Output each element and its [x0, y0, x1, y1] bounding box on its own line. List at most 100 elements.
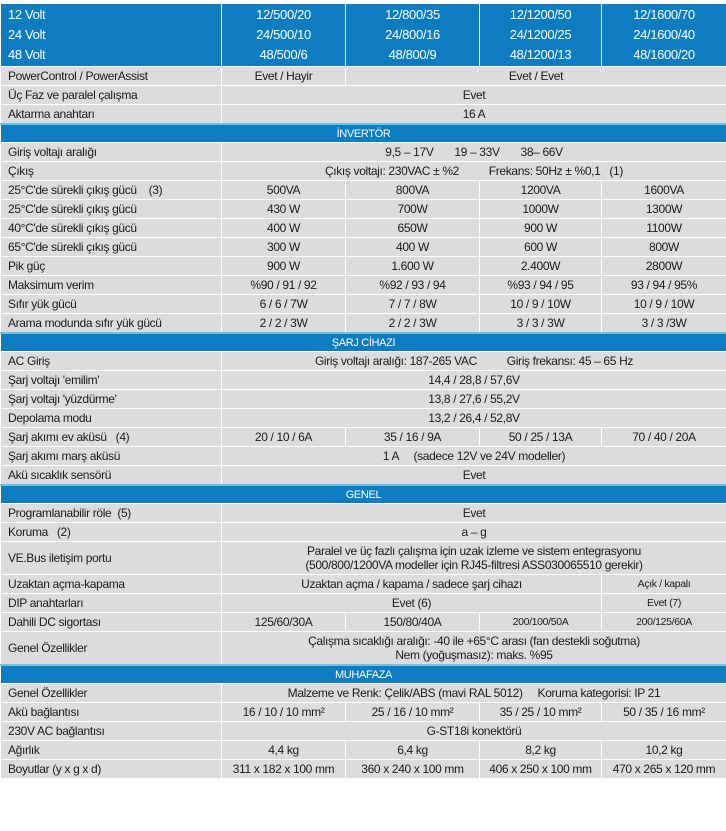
row-value: 311 x 182 x 100 mm	[222, 760, 346, 779]
row-value: 500VA	[222, 181, 346, 200]
table-row: Şarj voltajı 'emilim'14,4 / 28,8 / 57,6V	[1, 371, 726, 390]
model-column-3: 12/1200/50 24/1200/25 48/1200/13	[480, 4, 602, 67]
section-title: ŞARJ CİHAZI	[1, 333, 726, 352]
row-value: 2.400W	[480, 257, 602, 276]
row-value: 50 / 25 / 13A	[480, 428, 602, 447]
row-value: 1 A (sadece 12V ve 24V modeller)	[222, 447, 726, 466]
row-value: 13,8 / 27,6 / 55,2V	[222, 390, 726, 409]
row-value: 6 / 6 / 7W	[222, 295, 346, 314]
row-value: Giriş voltajı aralığı: 187-265 VAC Giriş…	[222, 352, 726, 371]
row-value: 900 W	[480, 219, 602, 238]
row-value: 7 / 7 / 8W	[346, 295, 480, 314]
row-value: 8,2 kg	[480, 741, 602, 760]
row-value: 2800W	[602, 257, 726, 276]
row-value: 3 / 3 /3W	[602, 314, 726, 334]
row-value: 16 A	[222, 105, 726, 125]
row-value: Evet / Evet	[346, 67, 726, 86]
row-value: 430 W	[222, 200, 346, 219]
row-value: 1100W	[602, 219, 726, 238]
row-value: 900 W	[222, 257, 346, 276]
voltage-labels: 12 Volt 24 Volt 48 Volt	[1, 4, 222, 67]
row-label: Sıfır yük gücü	[1, 295, 222, 314]
row-value: a – g	[222, 523, 726, 542]
row-value: G-ST18i konektörü	[222, 722, 726, 741]
row-label: Şarj voltajı 'yüzdürme'	[1, 390, 222, 409]
row-value: 700W	[346, 200, 480, 219]
row-value: 25 / 16 / 10 mm²	[346, 703, 480, 722]
row-value: Evet / Hayir	[222, 67, 346, 86]
table-row: Programlanabilir röle (5)Evet	[1, 504, 726, 523]
row-label: Programlanabilir röle (5)	[1, 504, 222, 523]
row-label: Şarj akımı marş aküsü	[1, 447, 222, 466]
row-value: 35 / 16 / 9A	[346, 428, 480, 447]
row-value: 14,4 / 28,8 / 57,6V	[222, 371, 726, 390]
row-value: Çıkış voltajı: 230VAC ± %2 Frekans: 50Hz…	[222, 162, 726, 181]
row-label: Ağırlık	[1, 741, 222, 760]
model-column-2: 12/800/35 24/800/16 48/800/9	[346, 4, 480, 67]
row-value: 1300W	[602, 200, 726, 219]
row-value: 13,2 / 26,4 / 52,8V	[222, 409, 726, 428]
row-value: 1200VA	[480, 181, 602, 200]
row-label: Arama modunda sıfır yük gücü	[1, 314, 222, 334]
row-value: 650W	[346, 219, 480, 238]
row-value: 300 W	[222, 238, 346, 257]
model-header-row: 12 Volt 24 Volt 48 Volt 12/500/20 24/500…	[1, 4, 726, 67]
row-value: 1600VA	[602, 181, 726, 200]
row-label: PowerControl / PowerAssist	[1, 67, 222, 86]
row-value: 10 / 9 / 10W	[480, 295, 602, 314]
row-label: 65°C'de sürekli çıkış gücü	[1, 238, 222, 257]
row-value: 16 / 10 / 10 mm²	[222, 703, 346, 722]
spec-table: 12 Volt 24 Volt 48 Volt 12/500/20 24/500…	[0, 3, 726, 779]
row-label: Pik güç	[1, 257, 222, 276]
row-value: 800W	[602, 238, 726, 257]
row-label: Üç Faz ve paralel çalışma	[1, 86, 222, 105]
row-value: 2 / 2 / 3W	[222, 314, 346, 334]
row-label: AC Giriş	[1, 352, 222, 371]
row-value: 1.600 W	[346, 257, 480, 276]
row-value: 2 / 2 / 3W	[346, 314, 480, 334]
section-header: MUHAFAZA	[1, 665, 726, 684]
row-value: 360 x 240 x 100 mm	[346, 760, 480, 779]
row-value: 400 W	[222, 219, 346, 238]
row-value: 6,4 kg	[346, 741, 480, 760]
table-row: Maksimum verim%90 / 91 / 92%92 / 93 / 94…	[1, 276, 726, 295]
row-value: Malzeme ve Renk: Çelik/ABS (mavi RAL 501…	[222, 684, 726, 703]
row-label: Akü sıcaklık sensörü	[1, 466, 222, 486]
row-value: 600 W	[480, 238, 602, 257]
section-header: ŞARJ CİHAZI	[1, 333, 726, 352]
row-label: Genel Özellikler	[1, 632, 222, 666]
row-label: Maksimum verim	[1, 276, 222, 295]
row-label: Akü bağlantısı	[1, 703, 222, 722]
row-value: Evet (7)	[602, 594, 726, 613]
row-value: 50 / 35 / 16 mm²	[602, 703, 726, 722]
model-column-4: 12/1600/70 24/1600/40 48/1600/20	[602, 4, 726, 67]
row-label: 25°C'de sürekli çıkış gücü	[1, 200, 222, 219]
row-value: 93 / 94 / 95%	[602, 276, 726, 295]
row-value: 400 W	[346, 238, 480, 257]
row-value: 10 / 9 / 10W	[602, 295, 726, 314]
row-label: 40°C'de sürekli çıkış gücü	[1, 219, 222, 238]
row-label: Depolama modu	[1, 409, 222, 428]
row-value: Paralel ve üç fazlı çalışma için uzak iz…	[222, 542, 726, 575]
section-title: İNVERTÖR	[1, 124, 726, 143]
section-header: İNVERTÖR	[1, 124, 726, 143]
